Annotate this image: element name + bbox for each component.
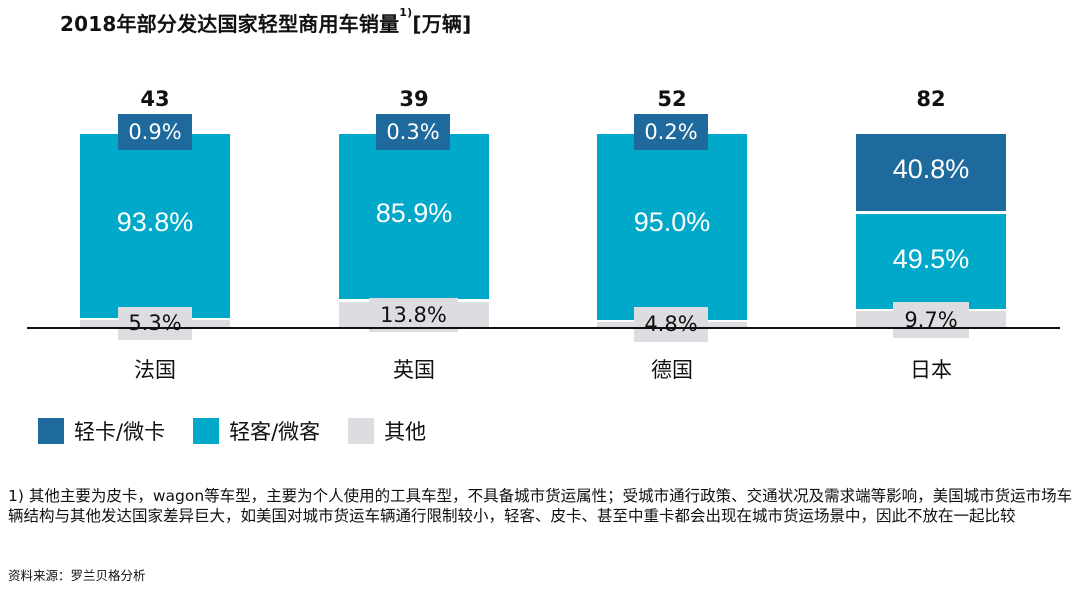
source-note: 资料来源：罗兰贝格分析 xyxy=(8,568,146,583)
bar-label-other: 4.8% xyxy=(634,307,708,342)
legend-label: 轻客/微客 xyxy=(229,420,321,444)
bar-label-light-truck: 0.9% xyxy=(118,114,192,150)
bar-label-light-truck: 0.2% xyxy=(634,114,708,150)
bar-label-light-bus: 49.5% xyxy=(892,244,970,274)
legend-swatch-dark-blue xyxy=(38,418,64,444)
bar-segment-light-bus xyxy=(597,134,747,320)
bar-label-other: 13.8% xyxy=(369,298,458,332)
category-label: 日本 xyxy=(910,358,952,382)
legend-label: 其他 xyxy=(384,420,427,444)
chart-title: 2018年部分发达国家轻型商用车销量1)[万辆] xyxy=(60,6,472,37)
bar-segment-light-bus xyxy=(339,134,489,299)
legend-item-light-truck: 轻卡/微卡 xyxy=(38,416,165,446)
bar-label-other: 5.3% xyxy=(118,307,192,340)
x-axis-baseline xyxy=(27,327,1060,329)
legend-swatch-gray xyxy=(348,418,375,444)
bar-total: 52 xyxy=(657,87,687,111)
bar-label-light-bus: 93.8% xyxy=(116,207,194,237)
footnote: 1) 其他主要为皮卡，wagon等车型，主要为个人使用的工具车型，不具备城市货运… xyxy=(8,487,1073,525)
legend-item-other: 其他 xyxy=(348,416,426,446)
bar-segment-light-truck xyxy=(856,134,1006,211)
bar-label-light-bus: 85.9% xyxy=(375,198,453,228)
title-footnote-marker: 1) xyxy=(399,6,413,19)
bar-label-other: 9.7% xyxy=(893,302,969,338)
legend: 轻卡/微卡 轻客/微客 其他 xyxy=(38,416,454,446)
bar-total: 43 xyxy=(140,87,170,111)
title-text: 2018年部分发达国家轻型商用车销量 xyxy=(60,12,400,36)
bar-label-light-truck: 0.3% xyxy=(376,114,450,150)
legend-label: 轻卡/微卡 xyxy=(74,420,166,444)
title-unit: [万辆] xyxy=(412,12,472,36)
bar-total: 82 xyxy=(916,87,946,111)
bar-total: 39 xyxy=(399,87,429,111)
bar-label-light-truck: 40.8% xyxy=(892,154,970,184)
bar-segment-light-bus xyxy=(80,134,230,318)
category-label: 英国 xyxy=(393,358,435,382)
legend-item-light-bus: 轻客/微客 xyxy=(193,416,320,446)
category-label: 德国 xyxy=(651,358,693,382)
legend-swatch-cyan xyxy=(193,418,220,444)
bar-label-light-bus: 95.0% xyxy=(633,207,711,237)
category-label: 法国 xyxy=(134,358,176,382)
bar-segment-light-bus xyxy=(856,214,1006,309)
